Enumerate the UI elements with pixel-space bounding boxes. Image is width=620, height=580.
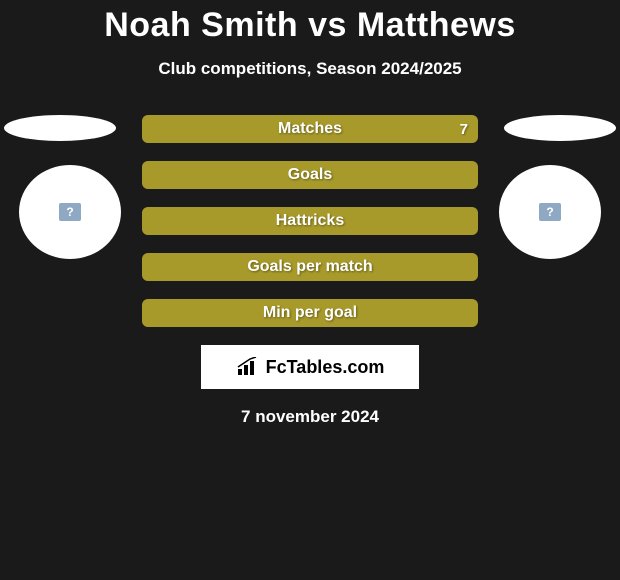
comparison-content: ? ? Matches 7 Goals Hattricks Goals per … (0, 115, 620, 427)
stat-label: Min per goal (263, 304, 357, 322)
date-label: 7 november 2024 (0, 407, 620, 427)
stat-label: Goals (288, 166, 332, 184)
stat-value: 7 (460, 121, 468, 138)
question-mark-icon: ? (59, 203, 81, 221)
page-title: Noah Smith vs Matthews (0, 0, 620, 45)
stat-label: Hattricks (276, 212, 344, 230)
logo-text: FcTables.com (266, 357, 385, 378)
player-right-avatar: ? (499, 165, 601, 259)
stat-bar-hattricks: Hattricks (142, 207, 478, 235)
player-left-ellipse (4, 115, 116, 141)
stat-label: Goals per match (247, 258, 372, 276)
player-left-avatar: ? (19, 165, 121, 259)
chart-icon (236, 357, 260, 377)
stat-bar-min-per-goal: Min per goal (142, 299, 478, 327)
page-subtitle: Club competitions, Season 2024/2025 (0, 59, 620, 79)
stat-bars: Matches 7 Goals Hattricks Goals per matc… (142, 115, 478, 327)
stat-bar-goals-per-match: Goals per match (142, 253, 478, 281)
fctables-logo[interactable]: FcTables.com (201, 345, 419, 389)
question-mark-icon: ? (539, 203, 561, 221)
stat-label: Matches (278, 120, 342, 138)
stat-bar-matches: Matches 7 (142, 115, 478, 143)
stat-bar-goals: Goals (142, 161, 478, 189)
player-right-ellipse (504, 115, 616, 141)
